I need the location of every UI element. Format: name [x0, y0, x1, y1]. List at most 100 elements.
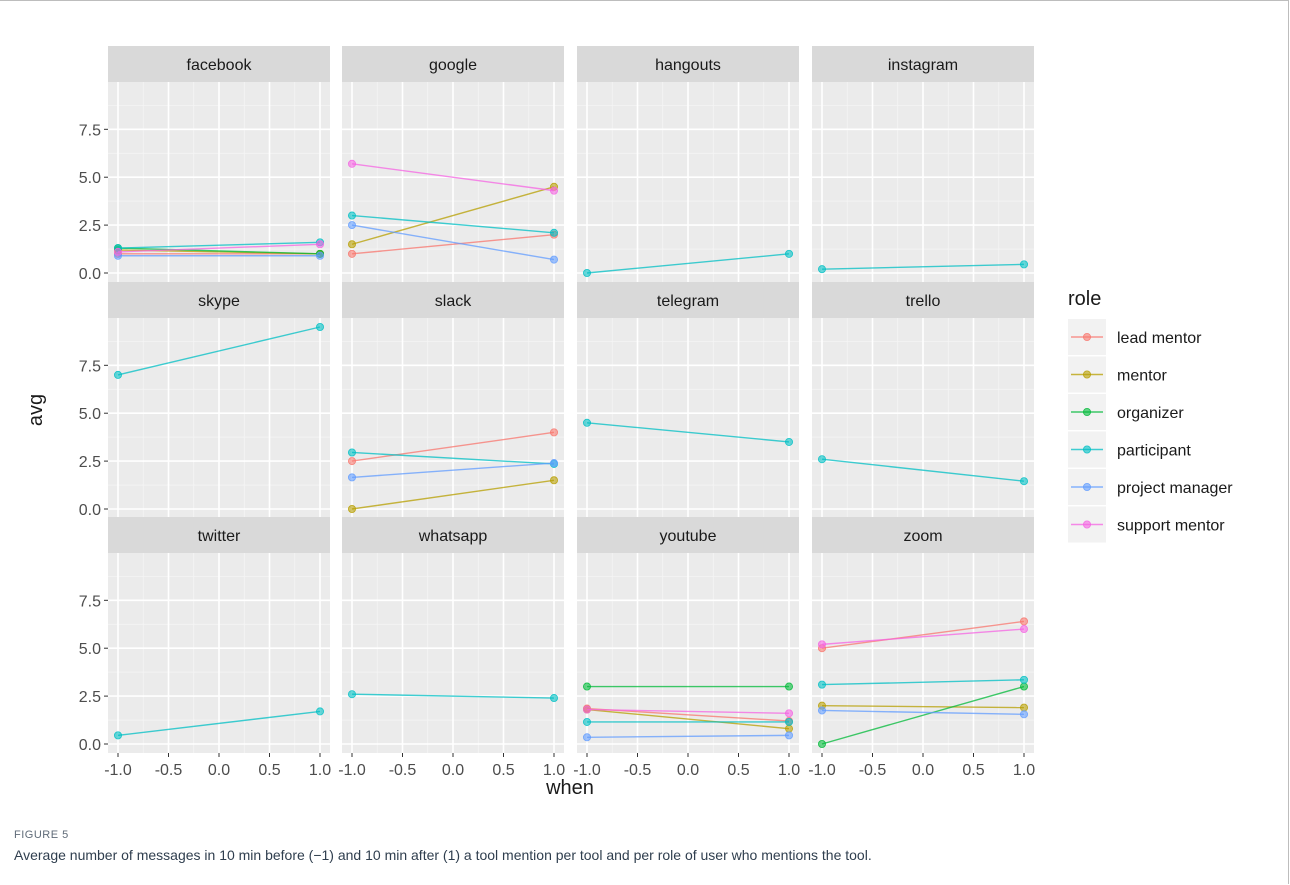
facet-strip [812, 282, 1034, 318]
series-line-participant [821, 679, 1025, 686]
facet-title: twitter [198, 528, 241, 545]
data-point-participant [316, 707, 325, 716]
data-point-project-manager [785, 731, 794, 740]
x-tick-label: 0.5 [962, 762, 984, 779]
data-point-support-mentor [817, 640, 826, 649]
panel-telegram: telegram [577, 282, 799, 518]
data-point-participant [785, 437, 794, 446]
x-tick-label: 0.5 [258, 762, 280, 779]
data-point-support-mentor [785, 709, 794, 718]
legend-key-point [1083, 482, 1092, 491]
facet-title: instagram [888, 57, 958, 74]
legend-label: participant [1117, 443, 1191, 460]
data-point-participant [817, 265, 826, 274]
series-line-mentor [351, 186, 555, 245]
data-point-participant [582, 418, 591, 427]
figure-caption: Average number of messages in 10 min bef… [14, 847, 872, 863]
x-tick-label: 0.0 [442, 762, 464, 779]
facet-title: zoom [903, 528, 942, 545]
series-line-organizer [821, 685, 1025, 745]
facet-strip [342, 282, 564, 318]
data-point-project-manager [817, 706, 826, 715]
facet-strip [108, 517, 330, 553]
y-axis-title: avg [25, 394, 47, 426]
data-point-lead-mentor [347, 457, 356, 466]
series-line-participant [821, 458, 1025, 482]
facet-title: hangouts [655, 57, 721, 74]
series-line-participant [586, 253, 790, 274]
data-point-lead-mentor [347, 249, 356, 258]
facet-title: trello [906, 293, 941, 310]
x-tick-label: 0.0 [677, 762, 699, 779]
data-point-mentor [347, 240, 356, 249]
data-point-project-manager [1020, 710, 1029, 719]
facet-strip [342, 517, 564, 553]
series-line-participant [117, 241, 321, 249]
x-tick-label: 1.0 [778, 762, 800, 779]
facet-title: slack [435, 293, 472, 310]
y-tick-label: 2.5 [79, 454, 101, 471]
legend-label: project manager [1117, 480, 1233, 497]
y-tick-label: 5.0 [79, 641, 101, 658]
y-tick-label: 7.5 [79, 358, 101, 375]
x-tick-label: -1.0 [808, 762, 836, 779]
data-point-participant [316, 322, 325, 331]
data-point-project-manager [550, 255, 559, 264]
x-tick-label: 0.5 [492, 762, 514, 779]
data-point-organizer [582, 682, 591, 691]
series-line-mentor [821, 704, 1025, 709]
y-tick-label: 2.5 [79, 218, 101, 235]
series-line-support-mentor [351, 163, 555, 192]
facet-strip [108, 282, 330, 318]
faceted-line-chart: facebook 0.0 2.5 5.0 7.5 google hangouts instag… [25, 46, 1233, 799]
panel-youtube: youtube -1.0 -0.5 0.0 0.5 1.0 [573, 517, 800, 779]
panel-twitter: twitter 0.0 2.5 5.0 7.5 -1.0 -0.5 0.0 0.5 1.0 [79, 517, 331, 779]
data-point-support-mentor [113, 247, 122, 256]
series-line-mentor [351, 479, 555, 510]
panel-google: google [342, 46, 564, 282]
data-point-mentor [1020, 703, 1029, 712]
data-point-lead-mentor [550, 428, 559, 437]
y-tick-label: 0.0 [79, 737, 101, 754]
facet-title: facebook [187, 57, 253, 74]
legend: role lead mentor mentor organizer participan… [1068, 288, 1233, 543]
data-point-participant [785, 717, 794, 726]
panel-hangouts: hangouts [577, 46, 799, 282]
data-point-organizer [785, 682, 794, 691]
data-point-mentor [785, 724, 794, 733]
x-tick-label: -0.5 [859, 762, 887, 779]
facet-title: youtube [660, 528, 717, 545]
legend-label: lead mentor [1117, 330, 1202, 347]
series-line-support-mentor [586, 708, 790, 715]
series-line-organizer [117, 247, 321, 255]
panel-trello: trello [812, 282, 1034, 518]
legend-key-point [1083, 332, 1092, 341]
facet-title: telegram [657, 293, 719, 310]
data-point-participant [550, 228, 559, 237]
facet-strip [812, 517, 1034, 553]
series-line-project-manager [351, 462, 555, 479]
legend-key-point [1083, 407, 1092, 416]
data-point-project-manager [347, 221, 356, 230]
y-tick-label: 7.5 [79, 593, 101, 610]
legend-label: mentor [1117, 368, 1167, 385]
x-tick-label: -0.5 [624, 762, 652, 779]
panel-instagram: instagram [812, 46, 1034, 282]
x-tick-label: 1.0 [543, 762, 565, 779]
data-point-participant [817, 680, 826, 689]
facet-strip [108, 46, 330, 82]
data-point-support-mentor [550, 186, 559, 195]
series-line-participant [117, 326, 321, 376]
legend-title: role [1068, 288, 1101, 310]
x-tick-label: 1.0 [1013, 762, 1035, 779]
data-point-participant [817, 455, 826, 464]
legend-label: support mentor [1117, 518, 1225, 535]
legend-key-point [1083, 370, 1092, 379]
legend-label: organizer [1117, 405, 1184, 422]
facet-title: whatsapp [418, 528, 488, 545]
x-tick-label: 1.0 [309, 762, 331, 779]
data-point-participant [582, 268, 591, 277]
panel-whatsapp: whatsapp -1.0 -0.5 0.0 0.5 1.0 [338, 517, 565, 779]
series-line-project-manager [586, 734, 790, 738]
data-point-participant [582, 717, 591, 726]
